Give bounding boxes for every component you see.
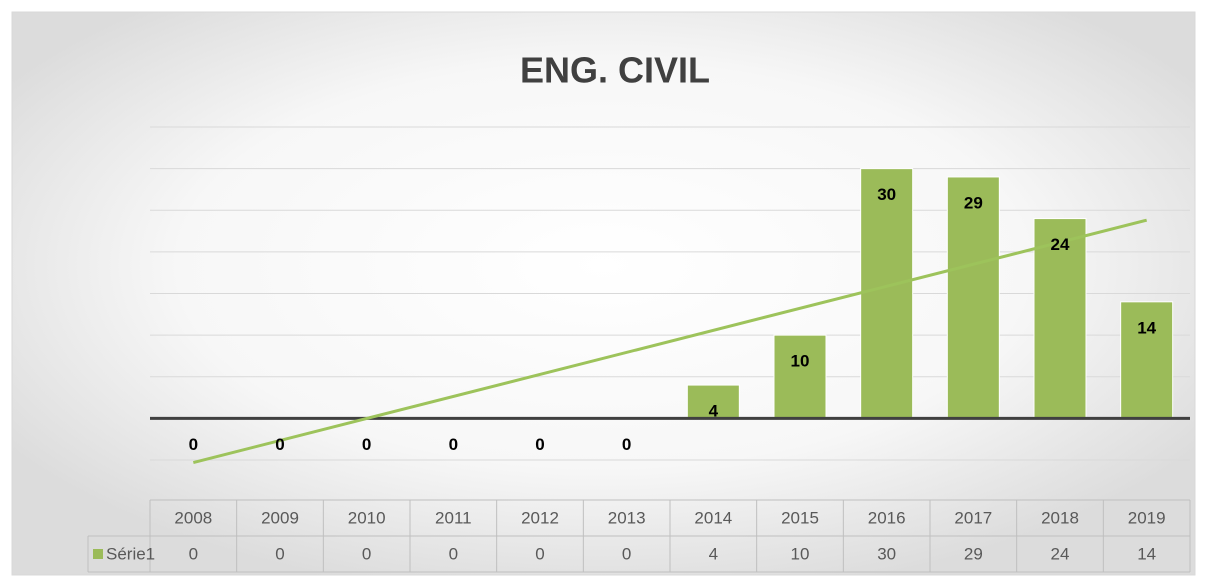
data-label: 0 [275,435,284,454]
data-label: 0 [362,435,371,454]
legend-swatch [93,549,103,559]
table-value: 0 [275,544,284,563]
x-tick-label: 2008 [174,508,212,527]
bar [946,176,1000,419]
x-tick-label: 2015 [781,508,819,527]
table-value: 24 [1051,544,1070,563]
x-tick-label: 2011 [435,508,472,527]
table-value: 0 [449,544,458,563]
legend-label: Série1 [106,544,155,563]
table-value: 14 [1137,544,1156,563]
data-label: 29 [964,193,983,212]
data-label: 0 [189,435,198,454]
data-label: 30 [877,185,896,204]
x-tick-label: 2017 [954,508,992,527]
table-value: 0 [622,544,631,563]
data-label: 0 [449,435,458,454]
x-tick-label: 2009 [261,508,299,527]
data-label: 0 [622,435,631,454]
x-tick-label: 2014 [694,508,732,527]
x-tick-label: 2019 [1128,508,1166,527]
table-value: 30 [877,544,896,563]
chart-title: ENG. CIVIL [520,50,710,91]
table-value: 10 [791,544,810,563]
table-value: 29 [964,544,983,563]
x-tick-label: 2018 [1041,508,1079,527]
bar [860,168,914,419]
table-value: 0 [362,544,371,563]
data-label: 4 [709,402,719,421]
data-label: 0 [535,435,544,454]
x-tick-label: 2010 [348,508,386,527]
x-tick-label: 2012 [521,508,559,527]
x-tick-label: 2013 [608,508,646,527]
data-label: 14 [1137,318,1156,337]
trendline [192,218,1148,465]
x-tick-label: 2016 [868,508,906,527]
data-label: 24 [1051,235,1070,254]
table-value: 4 [709,544,718,563]
table-value: 0 [535,544,544,563]
data-label: 10 [791,352,810,371]
bar [773,334,827,419]
table-value: 0 [189,544,198,563]
